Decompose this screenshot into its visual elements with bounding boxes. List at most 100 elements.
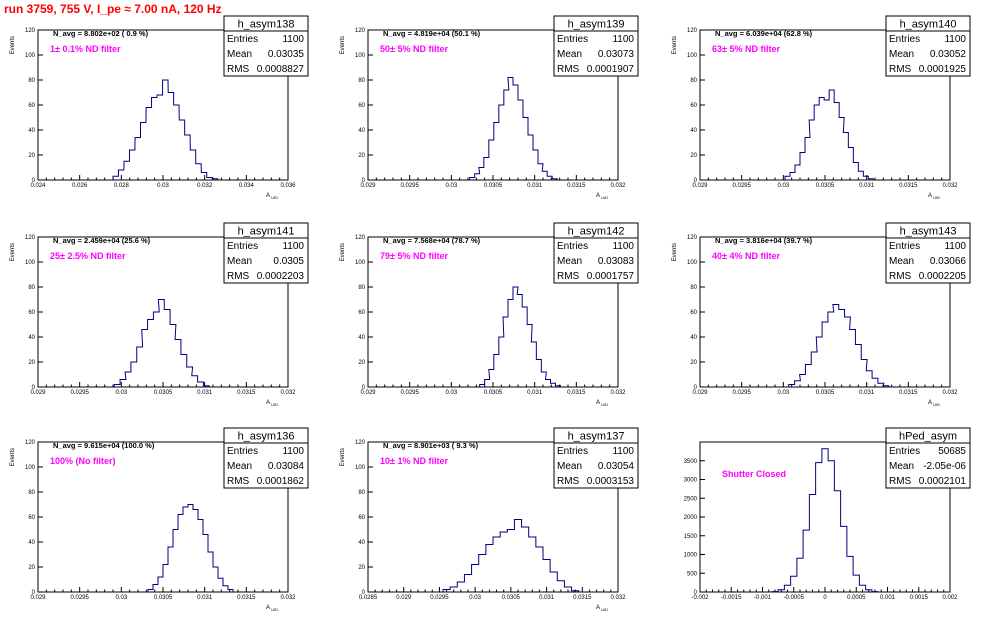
x-tick-label: 0.032 (610, 390, 626, 396)
histogram-panel-h_asym138: 0.024 0.026 0.028 0.03 0.032 0.034 0.036 0 20 40 6… (10, 15, 309, 200)
y-tick-label: 60 (28, 103, 35, 109)
histogram-panel-h_asym139: 0.029 0.0295 0.03 0.0305 0.031 0.0315 0.032 0 20… (340, 15, 639, 200)
x-tick-label: 0.0305 (816, 183, 835, 189)
y-tick-label: 100 (687, 53, 698, 59)
x-axis-label-subscript: UID (270, 402, 278, 407)
x-tick-label: 0.03 (777, 390, 789, 396)
x-axis-label: A UID (596, 605, 608, 612)
x-tick-label: 0.032 (942, 183, 958, 189)
x-tick-label: 0.036 (280, 183, 296, 189)
stats-label: Entries (889, 446, 920, 457)
y-tick-label: 2000 (684, 515, 698, 521)
stats-value: 0.0003153 (587, 476, 635, 487)
stats-value: -2.05e-06 (923, 461, 966, 472)
histogram-line (479, 286, 561, 387)
navg-label: N_avg = 9.615e+04 (100.0 %) (53, 441, 155, 450)
x-tick-label: 0.0295 (400, 183, 419, 189)
histogram-line (112, 79, 219, 180)
y-tick-label: 60 (358, 515, 365, 521)
x-tick-label: 0.002 (942, 595, 958, 601)
x-axis-label-subscript: UID (932, 402, 940, 407)
x-tick-label: 0.028 (114, 183, 130, 189)
x-tick-label: 0.031 (859, 390, 875, 396)
stats-label: RMS (557, 476, 580, 487)
stats-value: 1100 (282, 34, 304, 45)
x-tick-label: 0.0285 (359, 595, 378, 601)
y-tick-label: 20 (358, 565, 365, 571)
y-tick-label: 40 (358, 128, 365, 134)
stats-value: 0.0001925 (919, 64, 967, 75)
navg-label: N_avg = 3.816e+04 (39.7 %) (715, 236, 813, 245)
y-tick-label: 120 (355, 28, 366, 34)
histogram-line (469, 77, 558, 180)
y-tick-label: 1500 (684, 534, 698, 540)
y-tick-label: 120 (355, 440, 366, 446)
navg-label: N_avg = 8.802e+02 ( 0.9 %) (53, 29, 149, 38)
x-tick-label: 0.0005 (847, 595, 866, 601)
histogram-panel-h_asym140: 0.029 0.0295 0.03 0.0305 0.031 0.0315 0.032 0 20… (672, 15, 971, 200)
stats-value: 1100 (612, 446, 634, 457)
histogram-name: h_asym138 (238, 19, 295, 31)
stats-label: Entries (889, 241, 920, 252)
y-tick-label: 40 (690, 335, 697, 341)
stats-value: 0.0001907 (587, 64, 635, 75)
stats-value: 0.0002203 (257, 271, 305, 282)
x-axis-label-subscript: UID (270, 607, 278, 612)
y-tick-label: 500 (687, 571, 698, 577)
y-tick-label: 0 (694, 178, 698, 184)
x-tick-label: 0.0295 (70, 595, 89, 601)
y-tick-label: 60 (690, 310, 697, 316)
histogram-name: h_asym143 (900, 226, 957, 238)
y-tick-label: 20 (28, 360, 35, 366)
y-tick-label: 60 (358, 310, 365, 316)
x-tick-label: 0.032 (280, 390, 296, 396)
stats-value: 0.03073 (598, 49, 635, 60)
stats-box: h_asym139 Entries 1100 Mean 0.03073 RMS 0.0001… (553, 15, 639, 77)
y-tick-label: 100 (355, 53, 366, 59)
histogram-panel-h_asym136: 0.029 0.0295 0.03 0.0305 0.031 0.0315 0.032 0 20… (10, 427, 309, 612)
x-tick-label: 0.032 (280, 595, 296, 601)
x-tick-label: 0.03 (445, 390, 457, 396)
x-tick-label: 0.0305 (484, 183, 503, 189)
stats-box: h_asym140 Entries 1100 Mean 0.03052 RMS 0.0001… (885, 15, 971, 77)
stats-box-frame (553, 222, 639, 284)
navg-label: N_avg = 2.459e+04 (25.6 %) (53, 236, 151, 245)
y-tick-label: 80 (358, 78, 365, 84)
x-tick-label: 0.029 (30, 390, 46, 396)
x-tick-label: 0.0305 (154, 390, 173, 396)
x-tick-label: 0.031 (527, 183, 543, 189)
y-axis-label: Events (340, 243, 346, 261)
y-tick-label: 20 (28, 153, 35, 159)
stats-box-frame (885, 15, 971, 77)
x-tick-label: 0.0315 (237, 390, 256, 396)
x-tick-label: -0.002 (691, 595, 709, 601)
y-tick-label: 0 (362, 385, 366, 391)
y-tick-label: 60 (28, 310, 35, 316)
histogram-name: h_asym139 (568, 19, 625, 31)
filter-annotation: 50± 5% ND filter (380, 44, 448, 54)
stats-box: h_asym137 Entries 1100 Mean 0.03054 RMS 0.0003… (553, 427, 639, 489)
x-tick-label: 0.0315 (567, 390, 586, 396)
navg-label: N_avg = 6.039e+04 (62.8 %) (715, 29, 813, 38)
y-axis-label: Events (672, 36, 678, 54)
stats-label: RMS (889, 476, 912, 487)
y-tick-label: 60 (690, 103, 697, 109)
stats-box: h_asym138 Entries 1100 Mean 0.03035 RMS 0.0008… (223, 15, 309, 77)
x-tick-label: 0.0305 (484, 390, 503, 396)
x-tick-label: 0.03 (445, 183, 457, 189)
x-tick-label: 0.029 (360, 390, 376, 396)
x-tick-label: 0.029 (396, 595, 412, 601)
stats-label: Mean (227, 256, 252, 267)
stats-value: 0.0008827 (257, 64, 305, 75)
stats-box: hPed_asym Entries 50685 Mean -2.05e-06 RMS 0.0… (885, 427, 971, 489)
stats-value: 0.0001757 (587, 271, 635, 282)
x-axis-label-subscript: UID (600, 607, 608, 612)
stats-box-frame (885, 427, 971, 489)
filter-annotation: 25± 2.5% ND filter (50, 251, 126, 261)
y-tick-label: 120 (355, 235, 366, 241)
y-tick-label: 100 (25, 260, 36, 266)
stats-box-frame (885, 222, 971, 284)
y-tick-label: 80 (28, 78, 35, 84)
stats-label: Entries (557, 446, 588, 457)
y-tick-label: 40 (358, 540, 365, 546)
